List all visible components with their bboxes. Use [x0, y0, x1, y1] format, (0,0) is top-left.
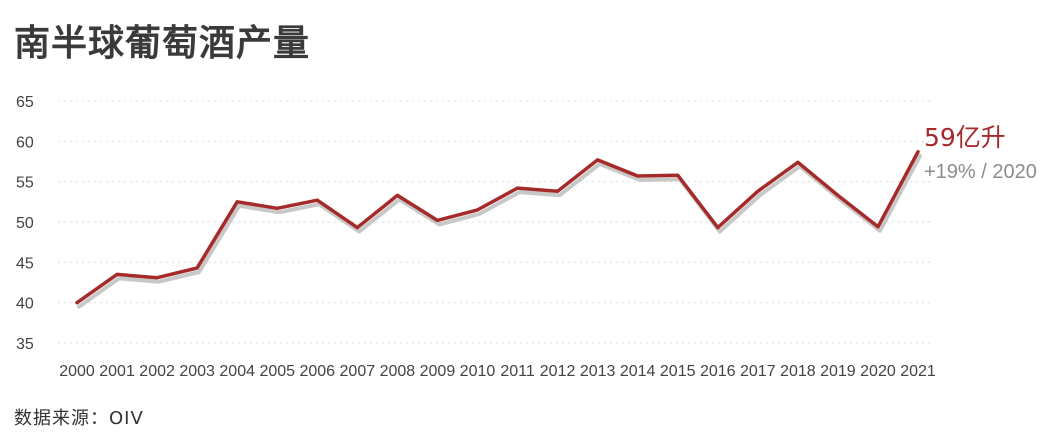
gridlines	[58, 100, 930, 344]
x-tick-label: 2013	[580, 363, 616, 380]
data-point	[556, 189, 560, 193]
y-tick-label: 35	[16, 336, 34, 353]
x-tick-label: 2014	[620, 363, 656, 380]
series-line-shadow	[77, 153, 922, 309]
data-point	[195, 266, 199, 270]
x-tick-label: 2012	[540, 363, 576, 380]
data-point	[155, 276, 159, 280]
x-tick-label: 2018	[780, 363, 816, 380]
x-tick-label: 2021	[900, 363, 936, 380]
data-point	[796, 160, 800, 164]
data-point	[636, 174, 640, 178]
page-title: 南半球葡萄酒产量	[14, 23, 311, 64]
x-tick-label: 2000	[59, 363, 95, 380]
data-point	[355, 226, 359, 230]
source-note: 数据来源：OIV	[14, 408, 144, 429]
data-point	[275, 206, 279, 210]
x-tick-label: 2015	[660, 363, 696, 380]
data-point	[75, 301, 79, 305]
x-axis-ticks: 2000 2001 2002 2003 2004 2005 2006 2007 2008 2009…	[59, 363, 936, 380]
x-tick-label: 2020	[860, 363, 896, 380]
data-point	[115, 272, 119, 276]
x-tick-label: 2004	[219, 363, 255, 380]
x-tick-label: 2009	[420, 363, 456, 380]
data-point	[676, 173, 680, 177]
x-tick-label: 2003	[179, 363, 215, 380]
data-point	[475, 208, 479, 212]
y-axis-ticks: 35 40 45 50 55 60 65	[16, 94, 34, 353]
data-points	[75, 150, 920, 305]
data-point	[435, 218, 439, 222]
data-point	[916, 150, 920, 154]
x-tick-label: 2008	[380, 363, 416, 380]
annotation-change: +19% / 2020	[924, 161, 1037, 183]
data-point	[516, 186, 520, 190]
data-point	[235, 200, 239, 204]
x-tick-label: 2002	[139, 363, 175, 380]
data-point	[395, 193, 399, 197]
x-tick-label: 2017	[740, 363, 776, 380]
x-tick-label: 2019	[820, 363, 856, 380]
y-tick-label: 45	[16, 255, 34, 272]
y-tick-label: 55	[16, 175, 34, 192]
data-point	[836, 193, 840, 197]
x-tick-label: 2007	[340, 363, 376, 380]
x-tick-label: 2011	[500, 363, 535, 380]
series-line	[75, 150, 920, 305]
data-point	[756, 189, 760, 193]
x-tick-label: 2006	[299, 363, 335, 380]
x-tick-label: 2001	[99, 363, 135, 380]
data-point	[716, 226, 720, 230]
x-tick-label: 2005	[259, 363, 295, 380]
data-point	[596, 158, 600, 162]
x-tick-label: 2016	[700, 363, 736, 380]
data-point	[876, 225, 880, 229]
data-point	[315, 198, 319, 202]
x-tick-label: 2010	[460, 363, 496, 380]
y-tick-label: 65	[16, 94, 34, 111]
y-tick-label: 60	[16, 134, 34, 151]
annotation-value: 59亿升	[924, 123, 1006, 152]
y-tick-label: 50	[16, 215, 34, 232]
y-tick-label: 40	[16, 296, 34, 313]
